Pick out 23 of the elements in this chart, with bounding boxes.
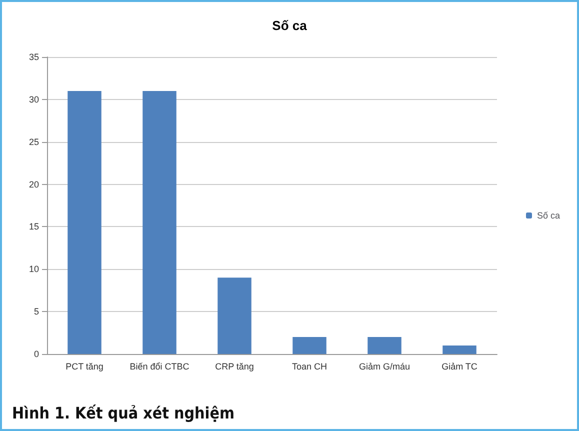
text: Hình 1. Kết quả xét nghiệm	[12, 404, 234, 422]
bar	[68, 90, 102, 354]
y-tick-label: 25	[28, 136, 39, 147]
bar	[292, 337, 326, 354]
y-tick-label: 30	[28, 94, 39, 104]
legend-label: Số ca	[536, 210, 560, 220]
y-tick-label: 15	[28, 222, 39, 232]
x-tick-label: PCT tăng	[66, 362, 104, 372]
x-tick-label: CRP tăng	[215, 362, 254, 372]
x-tick-label: Giảm G/máu	[358, 362, 410, 372]
chart-title: Số ca	[272, 18, 308, 33]
y-tick-label: 20	[28, 179, 39, 190]
y-tick-label: 10	[28, 264, 39, 274]
y-tick-label: 0	[34, 349, 39, 359]
y-tick-label: 35	[28, 52, 39, 62]
bar	[368, 337, 402, 354]
x-tick-label: Giảm TC	[442, 362, 478, 372]
x-tick-label: Biến đổi CTBC	[130, 362, 190, 372]
bar	[442, 346, 476, 354]
x-tick-label: Toan CH	[292, 362, 328, 372]
y-tick-label: 5	[34, 306, 39, 317]
bar	[142, 90, 176, 354]
bar	[218, 278, 252, 354]
